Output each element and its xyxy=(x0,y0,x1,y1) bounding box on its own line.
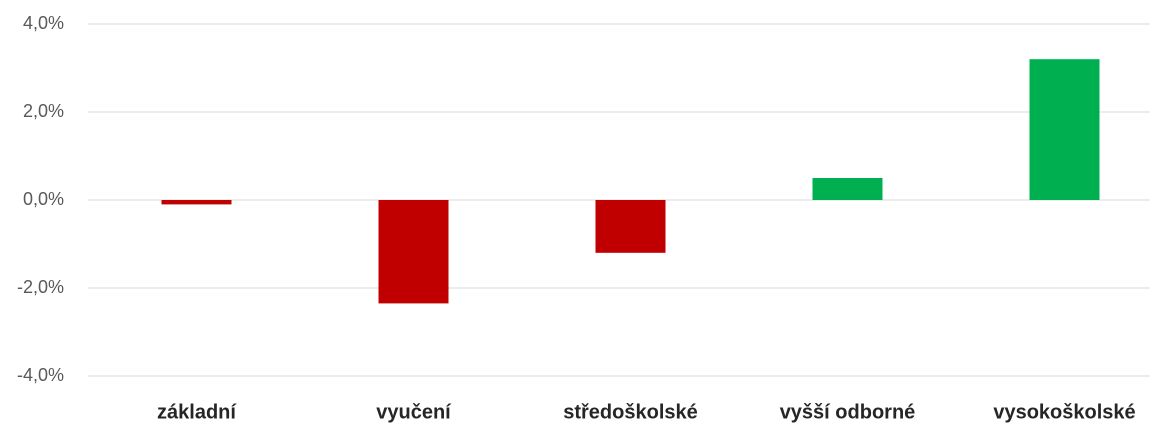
y-tick-label: 4,0% xyxy=(23,13,64,33)
y-tick-label: 2,0% xyxy=(23,101,64,121)
bar xyxy=(1029,59,1100,201)
bar xyxy=(378,200,449,304)
bar xyxy=(595,200,666,253)
x-tick-label: základní xyxy=(157,401,237,423)
x-tick-label: středoškolské xyxy=(563,401,698,423)
bar xyxy=(161,200,232,205)
x-tick-label: vyučení xyxy=(376,401,452,423)
y-tick-label: -4,0% xyxy=(17,365,64,385)
y-tick-label: -2,0% xyxy=(17,277,64,297)
bar xyxy=(812,178,883,200)
x-tick-label: vyšší odborné xyxy=(780,401,916,423)
x-tick-label: vysokoškolské xyxy=(993,401,1135,423)
y-tick-label: 0,0% xyxy=(23,189,64,209)
